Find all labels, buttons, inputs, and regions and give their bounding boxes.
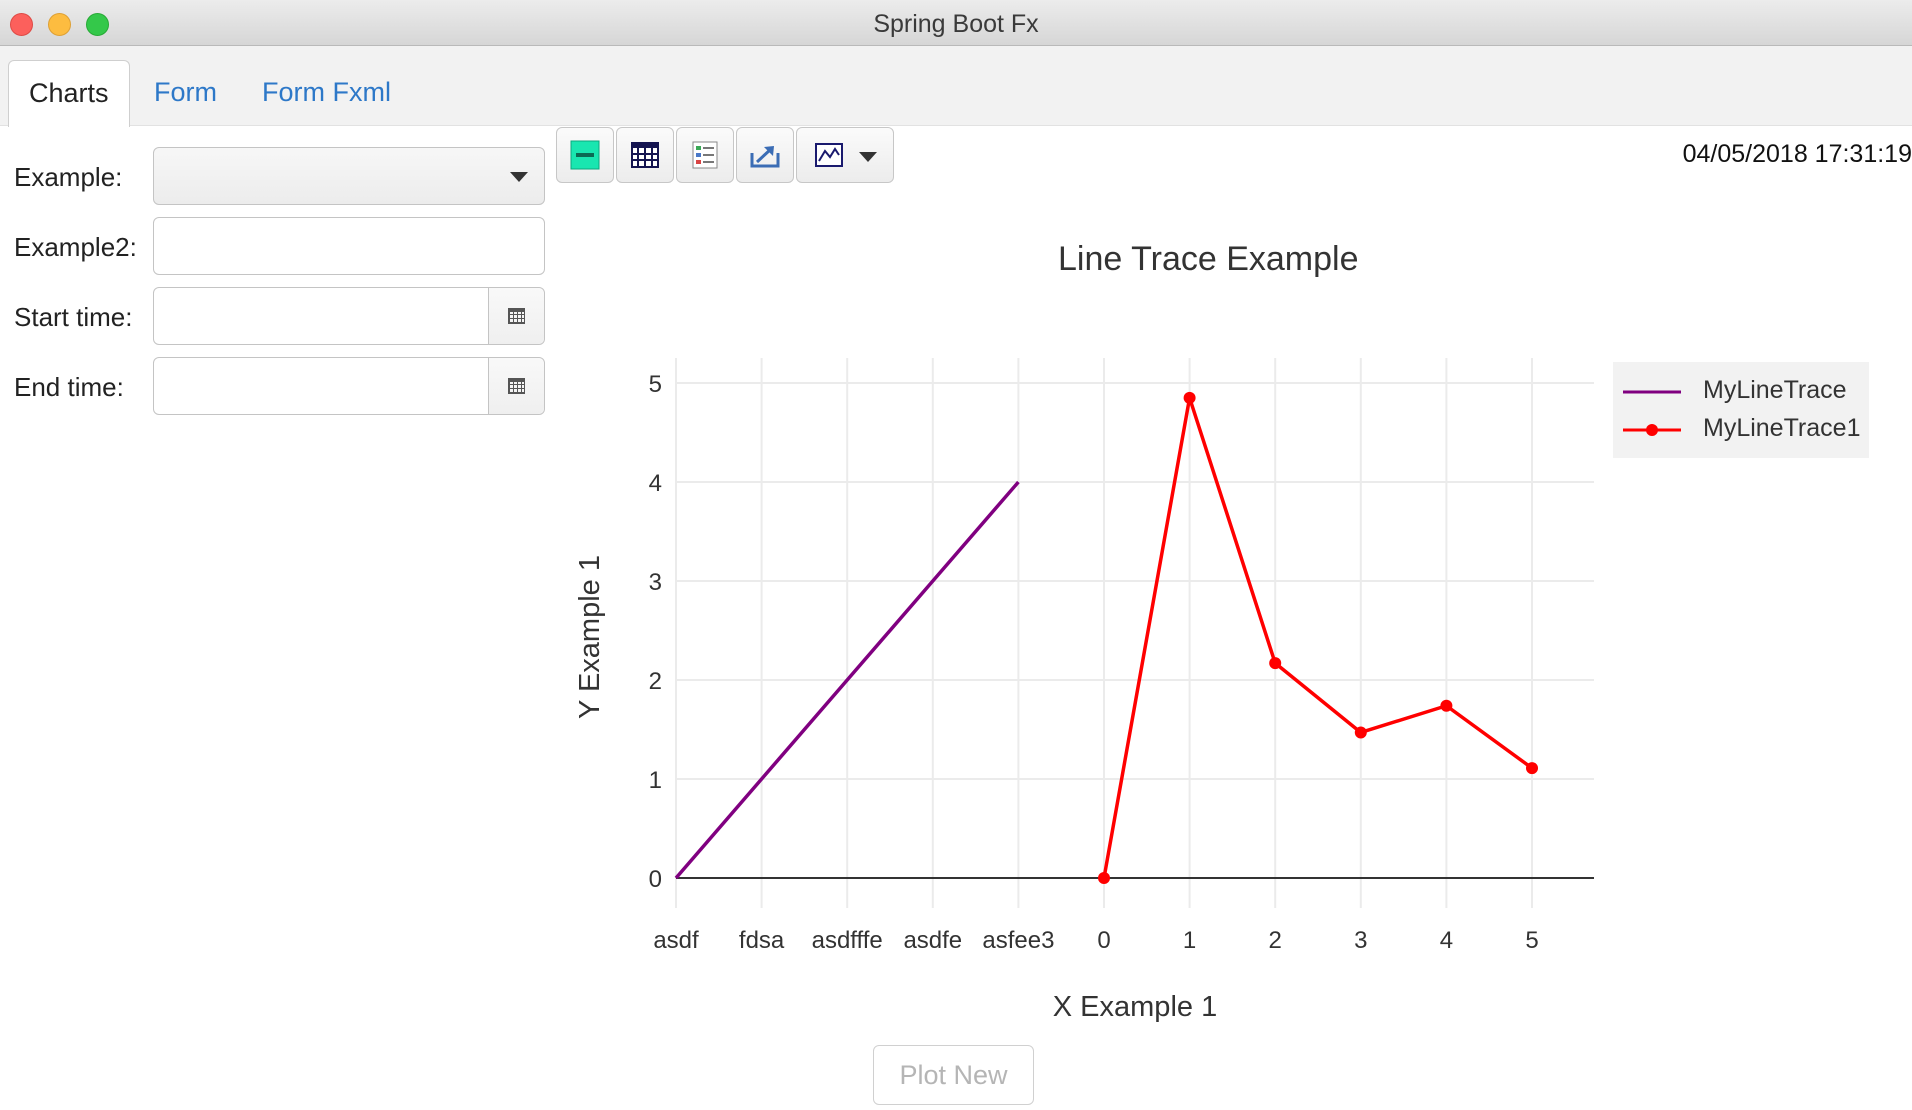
end-time-calendar-button[interactable]	[489, 358, 544, 414]
tab-charts[interactable]: Charts	[8, 60, 130, 127]
x-axis-title: X Example 1	[1053, 991, 1217, 1023]
legend-swatch	[1623, 390, 1681, 394]
x-tick-label: 4	[1440, 927, 1453, 954]
chart-legend: MyLineTrace MyLineTrace1	[1613, 362, 1869, 458]
data-point	[1354, 726, 1367, 739]
title-bar: Spring Boot Fx	[0, 0, 1912, 46]
start-time-calendar-button[interactable]	[489, 288, 544, 344]
list-icon	[692, 141, 718, 169]
start-time-picker	[153, 287, 545, 345]
legend-label: MyLineTrace	[1703, 376, 1847, 404]
legend-swatch	[1623, 424, 1681, 436]
x-tick-label: fdsa	[739, 927, 785, 954]
legend-label: MyLineTrace1	[1703, 414, 1861, 442]
legend-item[interactable]: MyLineTrace	[1623, 374, 1847, 410]
minimize-window-button[interactable]	[48, 13, 71, 36]
x-tick-label: asdfffe	[812, 927, 883, 954]
y-axis-title: Y Example 1	[574, 555, 606, 719]
example2-label: Example2:	[14, 232, 137, 262]
window-title: Spring Boot Fx	[873, 10, 1039, 38]
y-tick-label: 4	[649, 470, 662, 497]
y-tick-label: 3	[649, 569, 662, 596]
end-time-label: End time:	[14, 372, 124, 402]
data-point	[1098, 872, 1110, 884]
tab-strip: Charts Form Form Fxml	[0, 46, 1912, 127]
timestamp: 04/05/2018 17:31:19	[1682, 140, 1912, 168]
chevron-down-icon	[859, 152, 877, 162]
json-button[interactable]	[556, 127, 614, 183]
series-line	[1102, 396, 1534, 879]
example2-input[interactable]	[153, 217, 545, 275]
x-tick-label: asdfe	[903, 927, 962, 954]
data-point	[1440, 699, 1453, 712]
end-time-picker	[153, 357, 545, 415]
export-button[interactable]	[736, 127, 794, 183]
data-point	[1269, 657, 1282, 670]
x-tick-label: 5	[1525, 927, 1538, 954]
chart-type-icon	[815, 143, 843, 167]
x-tick-label: asfee3	[982, 927, 1054, 954]
y-tick-label: 0	[649, 866, 662, 893]
json-icon	[570, 140, 600, 170]
x-tick-label: 3	[1354, 927, 1367, 954]
x-tick-label: asdf	[653, 927, 699, 954]
example-combo[interactable]	[153, 147, 545, 205]
series-line	[674, 480, 1020, 880]
close-window-button[interactable]	[10, 13, 33, 36]
plot-new-button[interactable]: Plot New	[873, 1045, 1034, 1105]
y-tick-label: 2	[649, 668, 662, 695]
export-icon	[750, 146, 780, 168]
start-time-input[interactable]	[154, 288, 489, 344]
calendar-icon	[508, 378, 525, 394]
y-tick-label: 1	[649, 767, 662, 794]
tab-form-fxml[interactable]: Form Fxml	[262, 77, 391, 107]
tab-form[interactable]: Form	[154, 77, 217, 107]
list-button[interactable]	[676, 127, 734, 183]
x-tick-label: 2	[1269, 927, 1282, 954]
line-chart: 0 1 2 3 4 5 asdf fdsa asdfffe asdfe asfee3 0 1 2 3 4 5 X …	[574, 358, 1594, 1023]
data-point	[1183, 391, 1196, 404]
legend-item[interactable]: MyLineTrace1	[1623, 412, 1860, 448]
y-tick-label: 5	[649, 371, 662, 398]
chevron-down-icon	[510, 172, 528, 182]
x-tick-label: 1	[1183, 927, 1196, 954]
data-point	[1526, 762, 1538, 775]
zoom-window-button[interactable]	[86, 13, 109, 36]
start-time-label: Start time:	[14, 302, 133, 332]
end-time-input[interactable]	[154, 358, 489, 414]
table-icon	[631, 142, 659, 168]
table-button[interactable]	[616, 127, 674, 183]
chart-type-dropdown[interactable]	[796, 127, 894, 183]
example-label: Example:	[14, 162, 123, 192]
calendar-icon	[508, 308, 525, 324]
chart-title: Line Trace Example	[1058, 240, 1359, 278]
x-tick-label: 0	[1097, 927, 1110, 954]
